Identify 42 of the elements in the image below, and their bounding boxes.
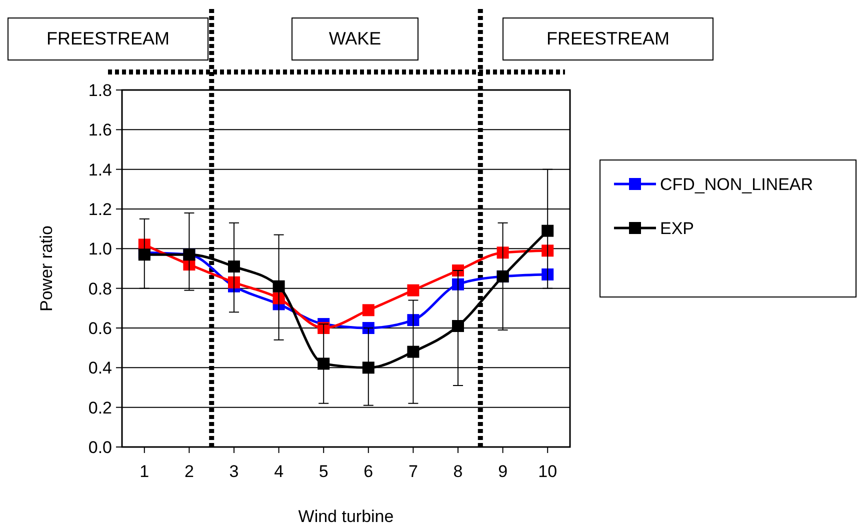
point bbox=[407, 314, 420, 326]
point bbox=[542, 244, 554, 257]
point bbox=[452, 278, 464, 290]
legend-label: EXP bbox=[660, 218, 694, 238]
x-tick-label: 6 bbox=[364, 462, 374, 481]
point bbox=[542, 224, 554, 237]
point bbox=[318, 358, 330, 370]
point bbox=[362, 362, 374, 374]
y-tick-label: 1.0 bbox=[88, 240, 112, 259]
text: WAKE bbox=[328, 28, 382, 48]
x-tick-label: 4 bbox=[274, 462, 284, 481]
y-tick-label: 0.4 bbox=[88, 358, 112, 378]
y-tick-label: 0.6 bbox=[88, 318, 112, 338]
point bbox=[272, 280, 285, 292]
y-tick-label: 1.2 bbox=[88, 200, 112, 219]
point bbox=[228, 260, 240, 273]
point bbox=[407, 346, 420, 358]
y-axis-title: Power ratio bbox=[37, 226, 56, 312]
x-tick-label: 8 bbox=[453, 462, 463, 481]
x-tick-label: 5 bbox=[318, 462, 328, 481]
x-tick-label: 1 bbox=[140, 462, 150, 481]
y-tick-label: 0.2 bbox=[88, 398, 112, 418]
y-tick-label: 1.8 bbox=[88, 80, 112, 100]
point bbox=[542, 268, 554, 280]
x-tick-label: 7 bbox=[408, 462, 418, 481]
y-tick-label: 0.0 bbox=[88, 438, 112, 457]
x-tick-label: 9 bbox=[498, 462, 508, 481]
point bbox=[496, 246, 509, 259]
y-tick-label: 1.4 bbox=[88, 160, 112, 180]
text: FREESTREAM bbox=[46, 28, 170, 48]
point bbox=[228, 276, 240, 288]
point bbox=[452, 320, 464, 332]
legend-label: CFD_NON_LINEAR bbox=[660, 174, 814, 194]
x-tick-label: 2 bbox=[184, 462, 194, 481]
x-tick-label: 3 bbox=[229, 462, 239, 481]
text: FREESTREAM bbox=[546, 28, 670, 48]
y-tick-label: 1.6 bbox=[88, 120, 112, 140]
point bbox=[407, 284, 420, 296]
x-axis-title: Wind turbine bbox=[298, 507, 394, 526]
x-tick-label: 10 bbox=[538, 462, 558, 481]
point bbox=[362, 304, 374, 316]
y-tick-label: 0.8 bbox=[88, 279, 112, 298]
